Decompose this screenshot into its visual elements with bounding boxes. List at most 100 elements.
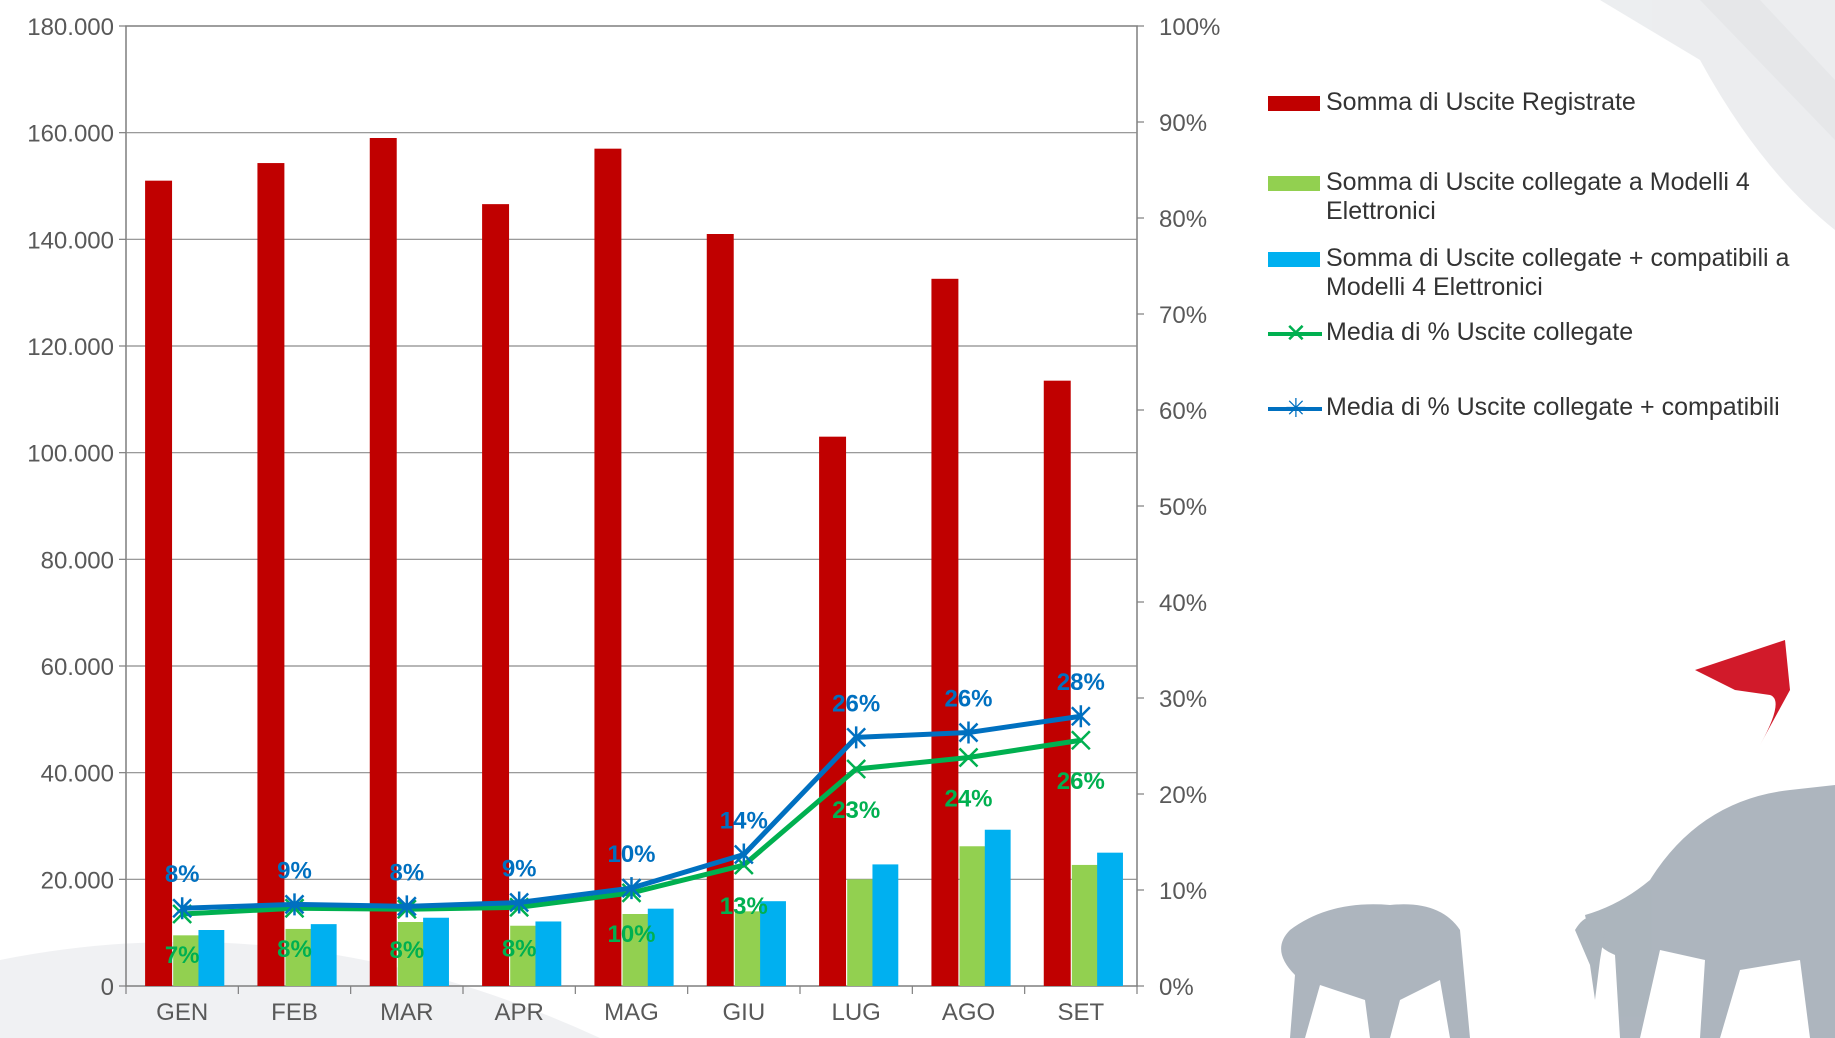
legend-swatch-red (1268, 96, 1320, 111)
green-data-label: 10% (607, 921, 655, 948)
legend-label: Media di % Uscite collegate (1326, 318, 1634, 346)
bar-1 (173, 935, 200, 986)
green-data-label: 8% (502, 935, 537, 962)
legend-item-media-compatibili: ✳ Media di % Uscite collegate + compatib… (1268, 393, 1826, 423)
x-marker (958, 747, 979, 768)
bar-0 (819, 436, 847, 987)
green-data-label: 7% (165, 942, 200, 969)
left-axis-tick-label: 100.000 (27, 441, 114, 468)
bar-1 (959, 846, 986, 986)
legend-label: Somma di Uscite Registrate (1326, 88, 1636, 116)
legend-item-uscite-collegate: Somma di Uscite collegate a Modelli 4 El… (1268, 168, 1826, 226)
legend-swatch-blue (1268, 252, 1320, 267)
left-axis-tick-label: 20.000 (41, 867, 114, 894)
right-axis-tick-label: 50% (1159, 494, 1207, 521)
animal-silhouettes (1281, 785, 1835, 1038)
bar-2 (1097, 852, 1123, 986)
star-marker (172, 897, 193, 920)
right-axis-tick-label: 100% (1159, 14, 1220, 41)
star-marker (396, 895, 417, 918)
green-data-label: 23% (832, 797, 880, 824)
bar-2 (535, 921, 562, 986)
star-marker (1070, 705, 1091, 728)
star-marker (958, 721, 979, 744)
legend-item-uscite-compatibili: Somma di Uscite collegate + compatibili … (1268, 244, 1826, 302)
right-axis-tick-label: 0% (1159, 974, 1194, 1001)
category-label: AGO (942, 999, 995, 1026)
right-axis-tick-label: 60% (1159, 398, 1207, 425)
legend-label: Somma di Uscite collegate a Modelli 4 El… (1326, 168, 1750, 225)
star-marker (621, 877, 642, 900)
swallow-logo (1695, 640, 1790, 745)
blue-data-label: 26% (944, 686, 992, 713)
green-data-label: 24% (944, 786, 992, 813)
right-axis-tick-label: 90% (1159, 110, 1207, 137)
star-marker (846, 726, 867, 749)
bar-0 (257, 163, 285, 987)
category-label: GEN (156, 999, 208, 1026)
bar-1 (397, 922, 424, 986)
x-marker (846, 759, 867, 779)
x-marker (1070, 730, 1091, 751)
bar-1 (847, 879, 874, 986)
bar-0 (1043, 380, 1071, 987)
left-axis-tick-label: 60.000 (41, 654, 114, 681)
blue-data-label: 28% (1057, 669, 1105, 696)
star-marker-icon: ✳ (1285, 393, 1307, 423)
blue-data-label: 9% (277, 857, 312, 884)
bar-0 (482, 204, 510, 987)
bar-2 (423, 917, 449, 986)
bar-2 (872, 864, 899, 986)
star-marker (284, 893, 305, 916)
bar-1 (622, 914, 649, 986)
green-data-label: 8% (277, 936, 312, 963)
left-axis-tick-label: 180.000 (27, 14, 114, 41)
legend-label: Somma di Uscite collegate + compatibili … (1326, 244, 1790, 301)
bar-0 (369, 138, 397, 986)
blue-data-label: 14% (720, 807, 768, 834)
legend-item-uscite-registrate: Somma di Uscite Registrate (1268, 88, 1826, 118)
category-label: LUG (831, 999, 880, 1026)
bar-1 (734, 911, 761, 986)
bar-0 (931, 278, 959, 986)
bar-2 (647, 908, 674, 986)
right-axis-tick-label: 80% (1159, 206, 1207, 233)
category-label: MAR (380, 999, 433, 1026)
bar-1 (285, 928, 312, 986)
star-marker (509, 891, 530, 914)
category-label: SET (1057, 999, 1104, 1026)
right-axis-tick-label: 70% (1159, 302, 1207, 329)
right-axis-tick-label: 30% (1159, 686, 1207, 713)
bar-1 (510, 925, 537, 986)
green-data-label: 13% (720, 893, 768, 920)
blue-data-label: 26% (832, 690, 880, 717)
category-label: GIU (722, 999, 765, 1026)
blue-data-label: 9% (502, 855, 537, 882)
category-label: APR (494, 999, 543, 1026)
right-axis-tick-label: 40% (1159, 590, 1207, 617)
category-label: MAG (604, 999, 659, 1026)
blue-data-label: 10% (607, 841, 655, 868)
bar-0 (594, 148, 622, 986)
legend-item-media-collegate: ✕ Media di % Uscite collegate (1268, 318, 1826, 348)
x-marker-icon: ✕ (1285, 318, 1307, 348)
left-axis-tick-label: 160.000 (27, 121, 114, 148)
left-axis-tick-label: 40.000 (41, 761, 114, 788)
right-axis-tick-label: 20% (1159, 782, 1207, 809)
blue-data-label: 8% (165, 861, 200, 888)
bar-2 (198, 930, 225, 986)
bar-2 (760, 901, 786, 986)
bar-2 (310, 924, 337, 986)
green-data-label: 8% (389, 937, 424, 964)
legend-swatch-green (1268, 176, 1320, 191)
left-axis-tick-label: 0 (101, 974, 114, 1001)
left-axis-tick-label: 120.000 (27, 334, 114, 361)
bar-1 (1071, 864, 1098, 986)
left-axis-tick-label: 140.000 (27, 227, 114, 254)
left-axis-tick-label: 80.000 (41, 547, 114, 574)
bar-0 (145, 180, 173, 986)
bar-2 (984, 829, 1011, 986)
green-data-label: 26% (1057, 768, 1105, 795)
right-axis-tick-label: 10% (1159, 878, 1207, 905)
